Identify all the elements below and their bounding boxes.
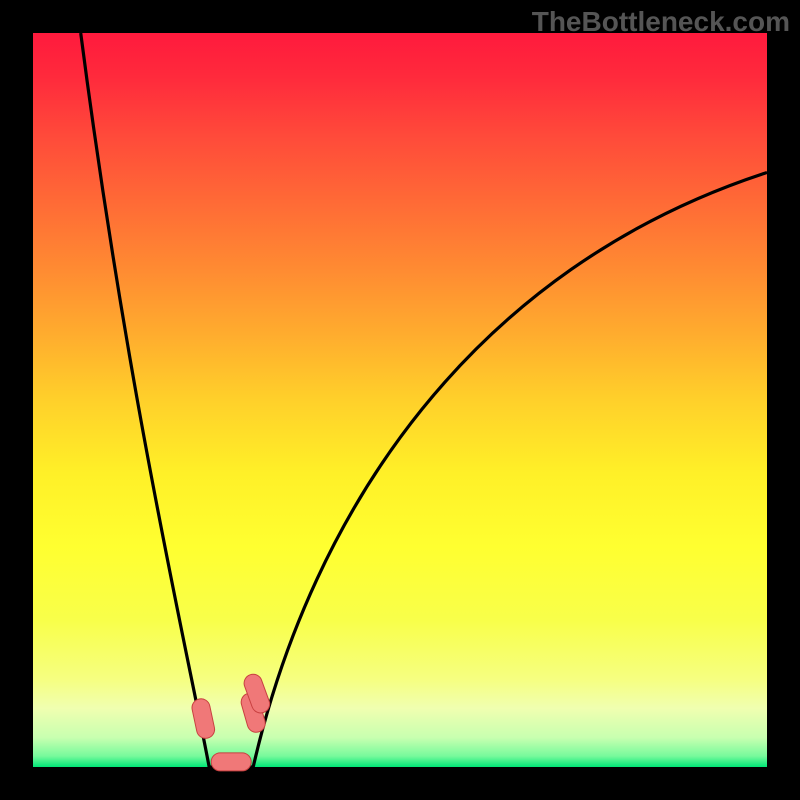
figure-root: TheBottleneck.com xyxy=(0,0,800,800)
plot-svg xyxy=(0,0,800,800)
watermark-label: TheBottleneck.com xyxy=(532,6,790,38)
marker-capsule xyxy=(211,753,251,771)
plot-background-gradient xyxy=(33,33,767,767)
